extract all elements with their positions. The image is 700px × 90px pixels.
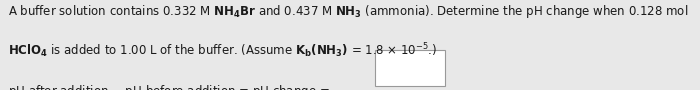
Text: A buffer solution contains 0.332 M $\mathbf{NH_4Br}$ and 0.437 M $\mathbf{NH_3}$: A buffer solution contains 0.332 M $\mat… — [8, 3, 689, 20]
Text: pH after addition $-$ pH before addition = pH change =: pH after addition $-$ pH before addition… — [8, 83, 330, 90]
FancyBboxPatch shape — [374, 50, 444, 86]
Text: $\mathbf{HClO_4}$ is added to 1.00 L of the buffer. (Assume $\mathit{\mathbf{K}}: $\mathbf{HClO_4}$ is added to 1.00 L of … — [8, 41, 437, 60]
